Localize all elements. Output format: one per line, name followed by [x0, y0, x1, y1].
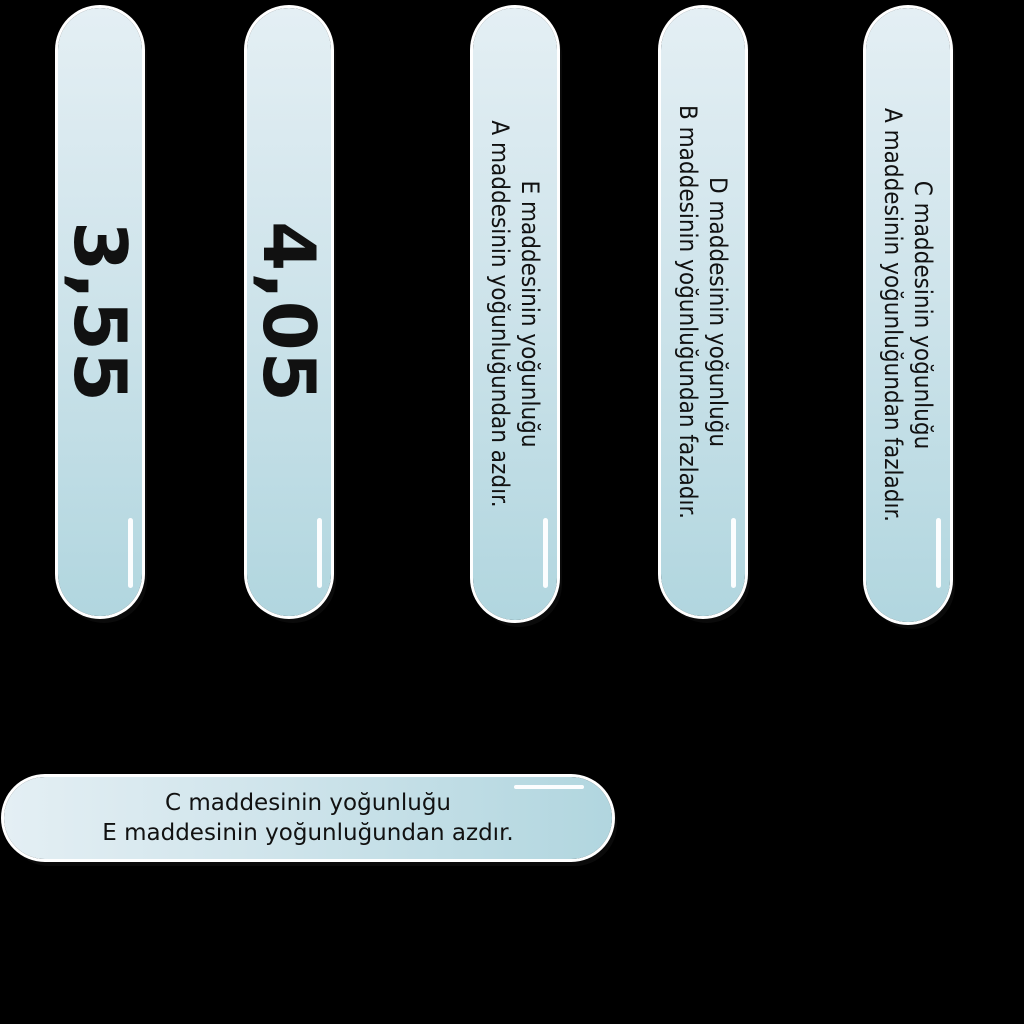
statement-line-2: A maddesinin yoğunluğundan azdır. — [486, 120, 514, 508]
statement-line-1: D maddesinin yoğunluğu — [704, 176, 732, 448]
stick-card-4-05[interactable]: 4,05 — [247, 8, 331, 616]
stick-statement: C maddesinin yoğunluğu A maddesinin yoğu… — [878, 108, 938, 522]
stick-card-c-vs-a[interactable]: C maddesinin yoğunluğu A maddesinin yoğu… — [866, 8, 950, 622]
stick-gloss — [543, 518, 548, 588]
statement-line-1: E maddesinin yoğunluğu — [516, 180, 544, 448]
stick-statement: C maddesinin yoğunluğu E maddesinin yoğu… — [4, 788, 612, 848]
stick-gloss — [936, 518, 941, 588]
statement-line-2: B maddesinin yoğunluğundan fazladır. — [674, 104, 702, 520]
stick-value: 4,05 — [247, 221, 331, 403]
stick-statement: E maddesinin yoğunluğu A maddesinin yoğu… — [485, 120, 545, 507]
statement-line-2: E maddesinin yoğunluğundan azdır. — [102, 820, 514, 846]
stick-gloss — [128, 518, 133, 588]
stick-card-3-55[interactable]: 3,55 — [58, 8, 142, 616]
stick-card-e-vs-a[interactable]: E maddesinin yoğunluğu A maddesinin yoğu… — [473, 8, 557, 620]
stick-card-c-vs-e[interactable]: C maddesinin yoğunluğu E maddesinin yoğu… — [4, 777, 612, 859]
stick-gloss — [317, 518, 322, 588]
statement-line-2: A maddesinin yoğunluğundan fazladır. — [879, 107, 907, 523]
statement-line-1: C maddesinin yoğunluğu — [164, 790, 452, 816]
stick-value: 3,55 — [58, 221, 142, 403]
stick-statement: D maddesinin yoğunluğu B maddesinin yoğu… — [673, 105, 733, 519]
statement-line-1: C maddesinin yoğunluğu — [909, 180, 937, 450]
stick-card-d-vs-b[interactable]: D maddesinin yoğunluğu B maddesinin yoğu… — [661, 8, 745, 616]
stick-gloss — [731, 518, 736, 588]
stick-gloss — [514, 785, 584, 789]
